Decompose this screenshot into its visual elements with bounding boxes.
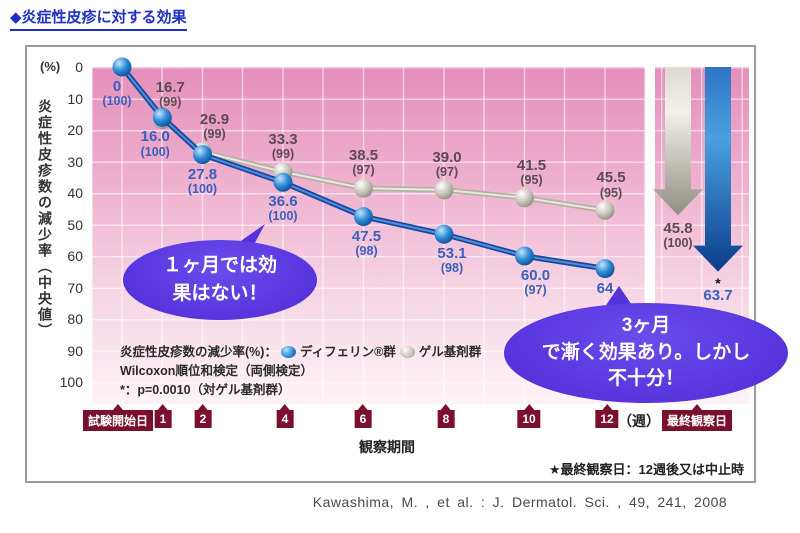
x-axis-tag: 1	[154, 404, 172, 428]
x-axis-tag: 12	[595, 404, 619, 428]
data-point	[595, 259, 615, 279]
y-axis-title: 炎症性皮疹数の減少率（中央値）	[37, 99, 53, 339]
line-chart	[112, 57, 615, 279]
bubble-text-line: で漸く効果あり。しかし	[541, 341, 751, 363]
value-label: 53.1 (98)	[437, 245, 467, 276]
y-tick-label: 40	[67, 185, 83, 201]
bubble-text-line: 不十分！	[607, 368, 684, 390]
x-axis-tag: 8	[437, 404, 455, 428]
value-label: 39.0 (97)	[432, 148, 462, 180]
vehicle-series-label: ゲル基剤群	[418, 345, 482, 359]
bubble-text-line: 果はない！	[172, 283, 268, 304]
significance-marker: *	[715, 274, 721, 291]
value-label: 63.7	[703, 286, 733, 304]
bubble-text-line: １ヶ月では効	[162, 255, 277, 277]
data-point	[273, 172, 293, 192]
week-unit-label: （週）	[618, 413, 660, 429]
x-axis-tag: 4	[276, 404, 294, 428]
data-point	[515, 246, 534, 266]
annotation-bubble-three-months: 3ヶ月 で漸く効果あり。しかし 不十分！	[504, 303, 788, 403]
x-axis-tag: 2	[194, 404, 212, 428]
vehicle-decline-arrow-icon	[653, 67, 703, 216]
adapalene-decline-arrow-icon	[693, 67, 743, 272]
value-label: 36.6 (100)	[268, 193, 298, 224]
decline-arrows	[653, 67, 743, 272]
value-label: 41.5 (95)	[516, 156, 547, 187]
value-label: 16.7 (99)	[155, 78, 185, 109]
chart-legend: 炎症性皮疹数の減少率(%)： ディフェリン®群 ゲル基剤群 Wilcoxon順位和検…	[120, 343, 481, 399]
y-tick-label: 70	[67, 279, 83, 296]
data-point	[434, 224, 454, 244]
data-point	[152, 107, 172, 127]
legend-prefix: 炎症性皮疹数の減少率(%)：	[120, 345, 277, 359]
annotation-bubble-one-month: １ヶ月では効 果はない！	[123, 240, 317, 320]
page-title: ◆炎症性皮疹に対する効果	[10, 6, 187, 31]
x-axis-tag: 6	[354, 404, 372, 428]
data-point	[515, 188, 534, 208]
x-axis-title: 観察期間	[359, 439, 415, 455]
data-point	[193, 145, 212, 165]
value-label: 26.9 (99)	[199, 110, 230, 141]
citation: Kawashima, M. , et al. : J. Dermatol. Sc…	[312, 494, 728, 510]
chart-panel: (%) 炎症性皮疹数の減少率（中央値） 0 10 20 30 40 50 60 70 80 90 1…	[25, 45, 756, 483]
y-tick-label: 20	[67, 122, 83, 138]
value-label: 45.5 (95)	[596, 169, 626, 200]
y-tick-label: 60	[67, 248, 83, 264]
adapalene-series-label: ディフェリン®群	[299, 345, 396, 359]
data-point	[354, 207, 373, 227]
legend-stat-test: Wilcoxon順位和検定（両側検定）	[120, 363, 313, 378]
y-tick-label: 10	[67, 90, 83, 107]
value-label: 27.8 (100)	[187, 165, 218, 196]
data-point	[112, 57, 132, 77]
y-tick-label: 90	[67, 342, 83, 359]
y-tick-label: 80	[67, 311, 83, 327]
x-axis-tag: 試験開始日	[82, 404, 154, 431]
y-tick-label: 100	[59, 374, 83, 390]
value-label: 16.0 (100)	[140, 128, 170, 159]
final-observation-footnote: ★最終観察日：12週後又は中止時	[548, 462, 744, 477]
y-tick-label: 30	[67, 153, 83, 170]
y-tick-label: 50	[67, 216, 83, 233]
legend-series-line: 炎症性皮疹数の減少率(%)： ディフェリン®群 ゲル基剤群	[120, 343, 481, 362]
value-label: 0 (100)	[102, 78, 132, 109]
x-axis-tag: 最終観察日	[661, 404, 733, 431]
value-label: 64	[596, 279, 614, 297]
value-label: 38.5 (97)	[348, 147, 379, 178]
y-tick-label: 0	[75, 59, 83, 75]
data-point	[434, 180, 454, 200]
vehicle-series-marker-icon	[399, 346, 415, 358]
legend-p-value: *：p=0.0010（対ゲル基剤群）	[120, 382, 291, 397]
data-point	[354, 178, 373, 198]
value-label: 33.3 (99)	[268, 130, 298, 162]
adapalene-series-marker-icon	[280, 346, 296, 358]
bubble-text-line: 3ヶ月	[621, 314, 671, 336]
x-axis-tag: 10	[517, 404, 541, 428]
value-label: 45.8 (100)	[663, 220, 693, 251]
y-axis-unit-label: (%)	[40, 59, 61, 74]
value-label: 47.5 (98)	[351, 227, 382, 258]
data-point	[595, 200, 615, 220]
value-label: 60.0 (97)	[520, 267, 551, 298]
